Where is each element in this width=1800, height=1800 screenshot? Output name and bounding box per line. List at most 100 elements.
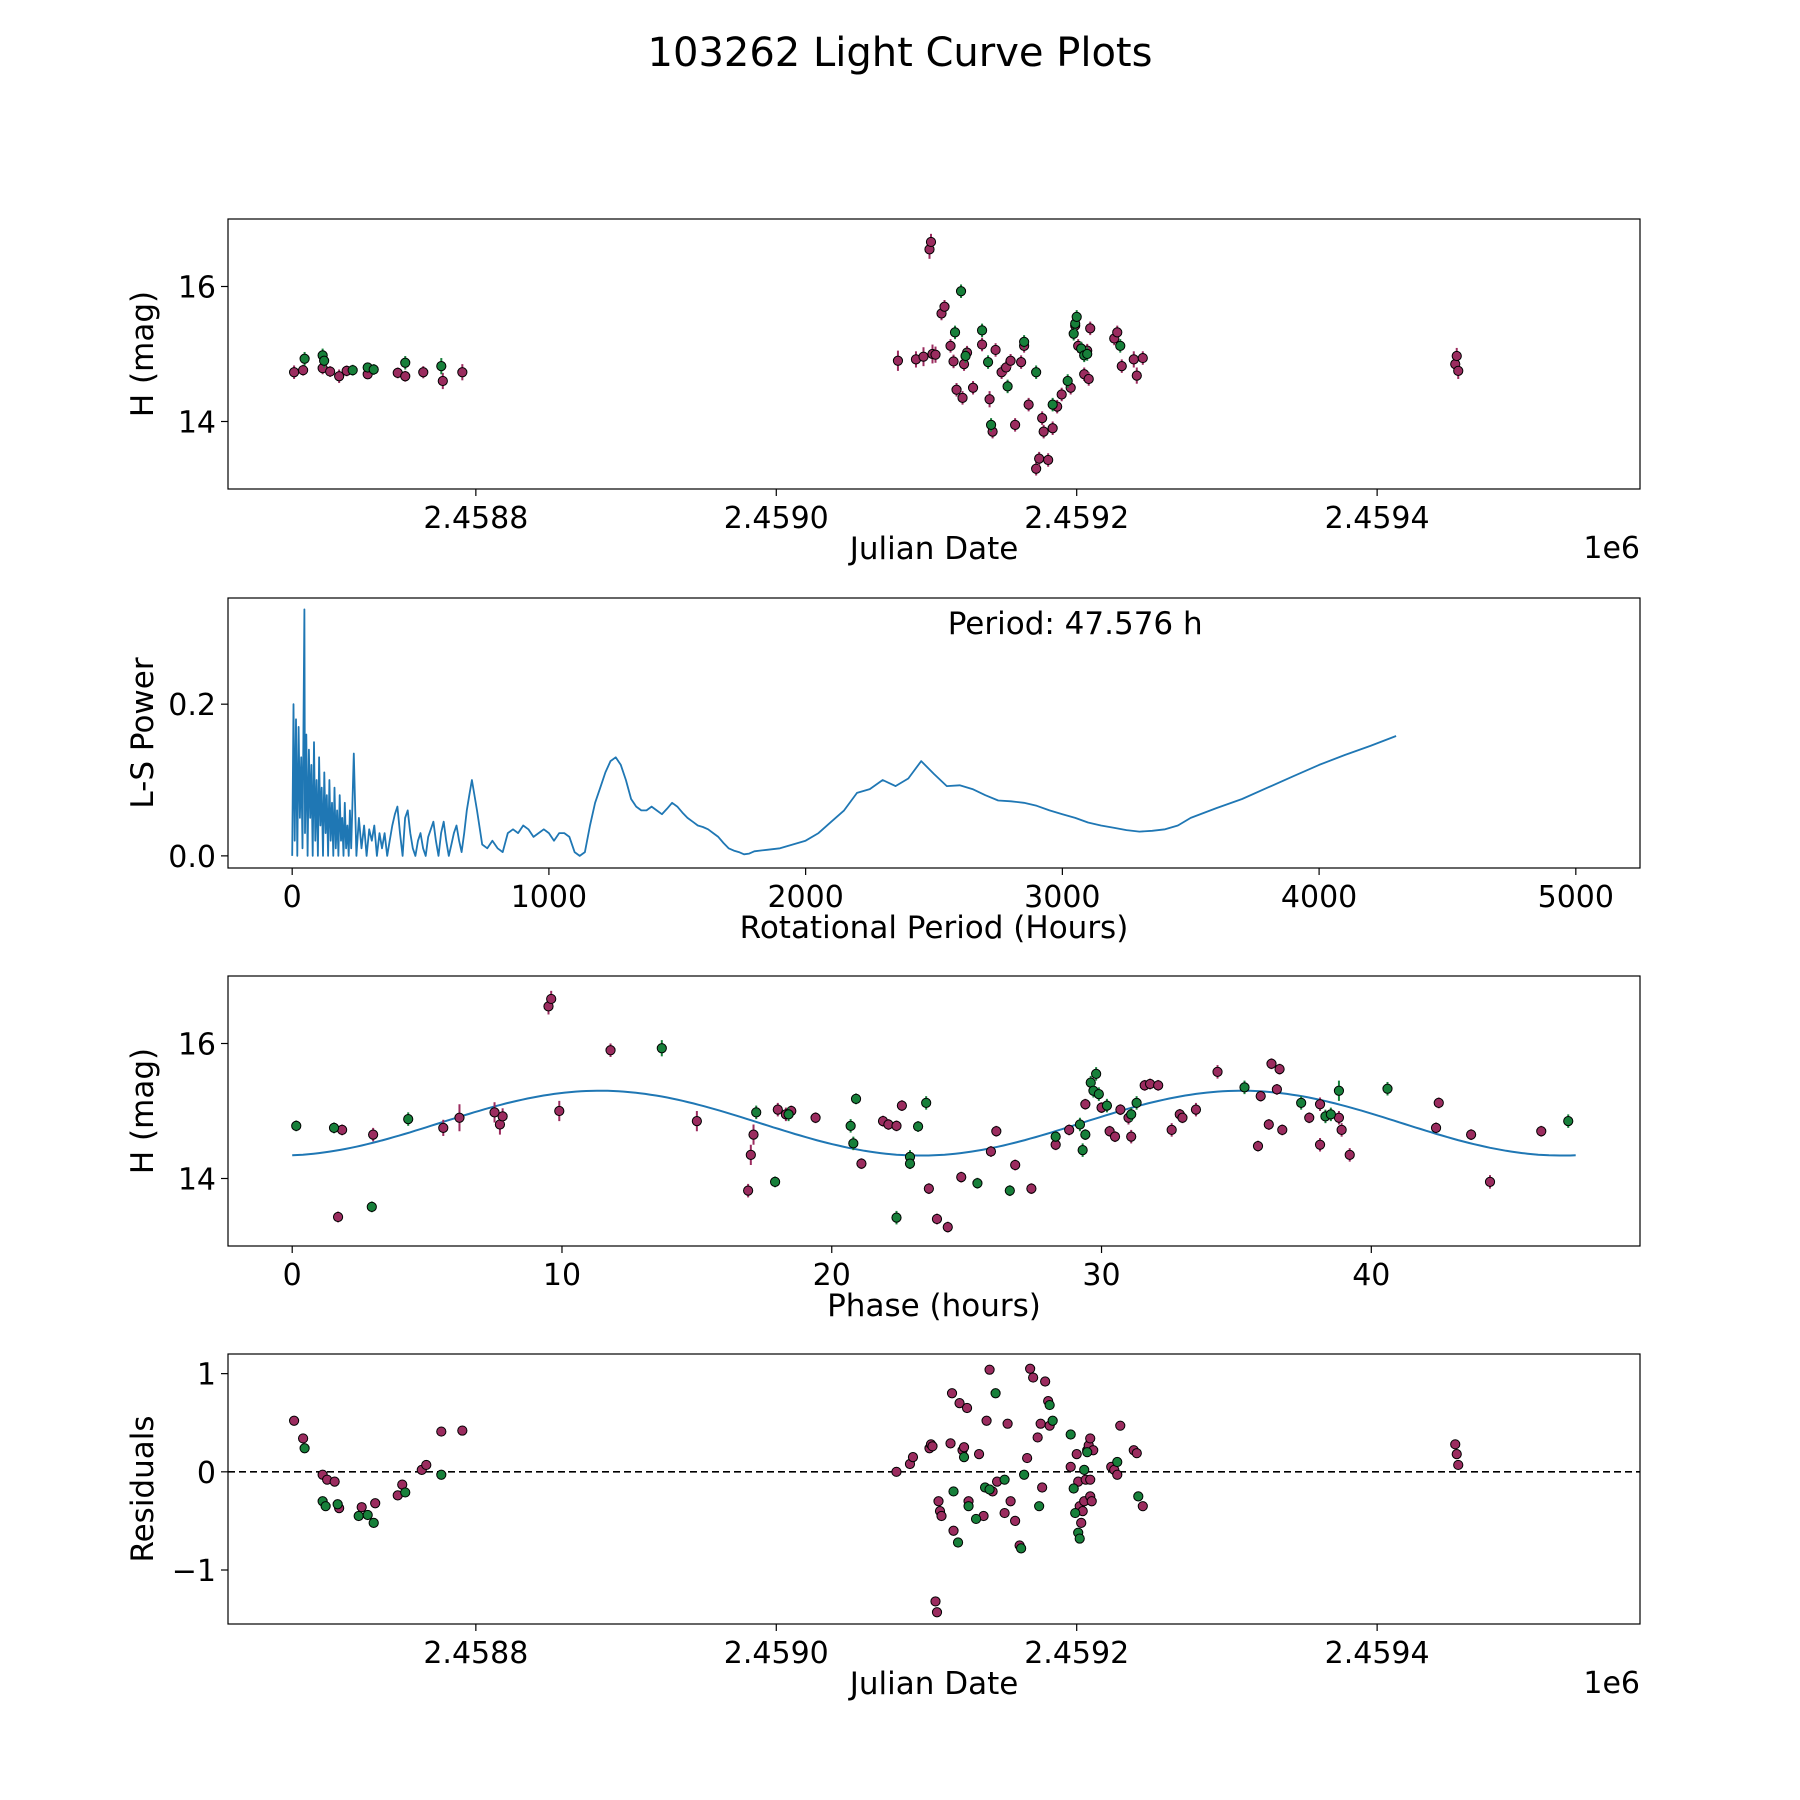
x-tick-label: 2.4592 — [1024, 501, 1129, 536]
x-tick-label: 2.4594 — [1325, 501, 1430, 536]
data-point — [958, 359, 970, 370]
data-point — [437, 375, 448, 387]
data-point — [605, 1045, 616, 1056]
data-point — [329, 1476, 340, 1487]
data-point — [907, 1451, 919, 1463]
y-tick-label: 0.2 — [168, 688, 216, 723]
periodogram-marks — [291, 608, 1397, 857]
data-point — [1068, 328, 1079, 339]
model-fit-curve — [292, 1089, 1576, 1157]
data-point — [930, 349, 941, 360]
data-point — [856, 1158, 867, 1169]
data-point — [1025, 1363, 1036, 1374]
data-point — [990, 344, 1001, 356]
data-point — [1076, 1517, 1087, 1528]
data-point — [1068, 1483, 1079, 1494]
data-point — [985, 419, 997, 430]
data-point — [923, 1183, 934, 1194]
data-point — [356, 1502, 367, 1513]
data-point — [930, 1596, 941, 1607]
data-point — [1325, 1109, 1336, 1120]
y-tick-label: −1 — [172, 1554, 216, 1589]
data-point — [963, 1501, 974, 1512]
x-tick-label: 4000 — [1281, 880, 1357, 915]
data-point — [1005, 355, 1016, 366]
phase-curve-panel: 0 10 20 30 40 14 16 Phase (hours) H (mag) — [125, 975, 1641, 1324]
data-point — [981, 1415, 992, 1426]
light-curve-panel: 2.4588 2.4590 2.4592 2.4594 14 16 Julian Date H… — [125, 218, 1641, 567]
data-point — [939, 301, 950, 312]
data-point — [1056, 389, 1067, 400]
data-point — [1115, 1420, 1126, 1431]
data-point — [1153, 1080, 1164, 1091]
data-point — [1126, 1109, 1137, 1120]
data-point — [362, 1509, 373, 1521]
data-point — [1112, 1469, 1123, 1480]
data-point — [1071, 1449, 1082, 1460]
data-point — [400, 371, 411, 382]
data-point — [1005, 1496, 1016, 1507]
x-tick-label: 2.4590 — [724, 501, 829, 536]
data-point — [845, 1120, 856, 1131]
data-point — [1091, 1068, 1102, 1079]
data-point — [421, 1459, 432, 1471]
data-point — [1166, 1124, 1177, 1136]
data-point — [848, 1138, 859, 1149]
data-point — [984, 1484, 995, 1495]
x-tick-label: 2.4590 — [724, 1636, 829, 1671]
data-point — [1080, 1129, 1091, 1140]
x-tick-label: 2.4588 — [423, 501, 528, 536]
data-point — [961, 1402, 973, 1414]
axes-frame — [227, 218, 1641, 490]
x-axis-label: Julian Date — [848, 531, 1019, 567]
data-point — [772, 1104, 783, 1115]
data-point — [891, 1212, 902, 1223]
data-point — [976, 339, 988, 350]
x-axis-label: Julian Date — [848, 1666, 1019, 1702]
data-point — [973, 1449, 985, 1460]
data-point — [1137, 352, 1148, 364]
data-point — [927, 1441, 938, 1452]
data-point — [1028, 1372, 1039, 1383]
data-point — [999, 1474, 1010, 1485]
data-point — [745, 1149, 756, 1160]
data-point — [1010, 1515, 1021, 1527]
axes-frame — [227, 597, 1641, 869]
data-point — [1077, 1145, 1088, 1156]
data-point — [454, 1112, 465, 1123]
data-point — [436, 1426, 447, 1437]
data-point — [438, 1122, 449, 1133]
y-tick-label: 14 — [178, 1163, 216, 1198]
data-point — [325, 366, 336, 377]
data-point — [1026, 1183, 1037, 1194]
periodogram-line — [291, 608, 1397, 857]
x-offset-label: 1e6 — [1583, 531, 1640, 566]
data-point — [1062, 375, 1073, 387]
data-point — [1040, 1376, 1051, 1387]
data-point — [1453, 1459, 1464, 1471]
data-point — [1277, 1124, 1288, 1136]
data-point — [457, 1425, 468, 1436]
data-point — [1314, 1139, 1326, 1150]
data-point — [554, 1105, 565, 1117]
data-point — [1126, 1131, 1137, 1142]
data-point — [976, 325, 988, 336]
data-point — [850, 1093, 862, 1104]
data-point — [770, 1176, 781, 1187]
data-point — [1002, 1418, 1013, 1429]
data-point — [334, 371, 345, 382]
data-point — [332, 1211, 344, 1223]
x-tick-label: 5000 — [1538, 880, 1614, 915]
data-point — [366, 1201, 377, 1212]
data-point — [1536, 1126, 1547, 1137]
data-point — [288, 367, 300, 378]
data-point — [1336, 1124, 1347, 1136]
data-point — [418, 367, 429, 378]
data-point — [1064, 1124, 1075, 1136]
data-point — [956, 1172, 967, 1183]
data-point — [1109, 1131, 1121, 1142]
light_curve-marks — [288, 233, 1464, 476]
data-point — [1133, 1491, 1144, 1502]
x-tick-label: 2.4594 — [1325, 1636, 1430, 1671]
